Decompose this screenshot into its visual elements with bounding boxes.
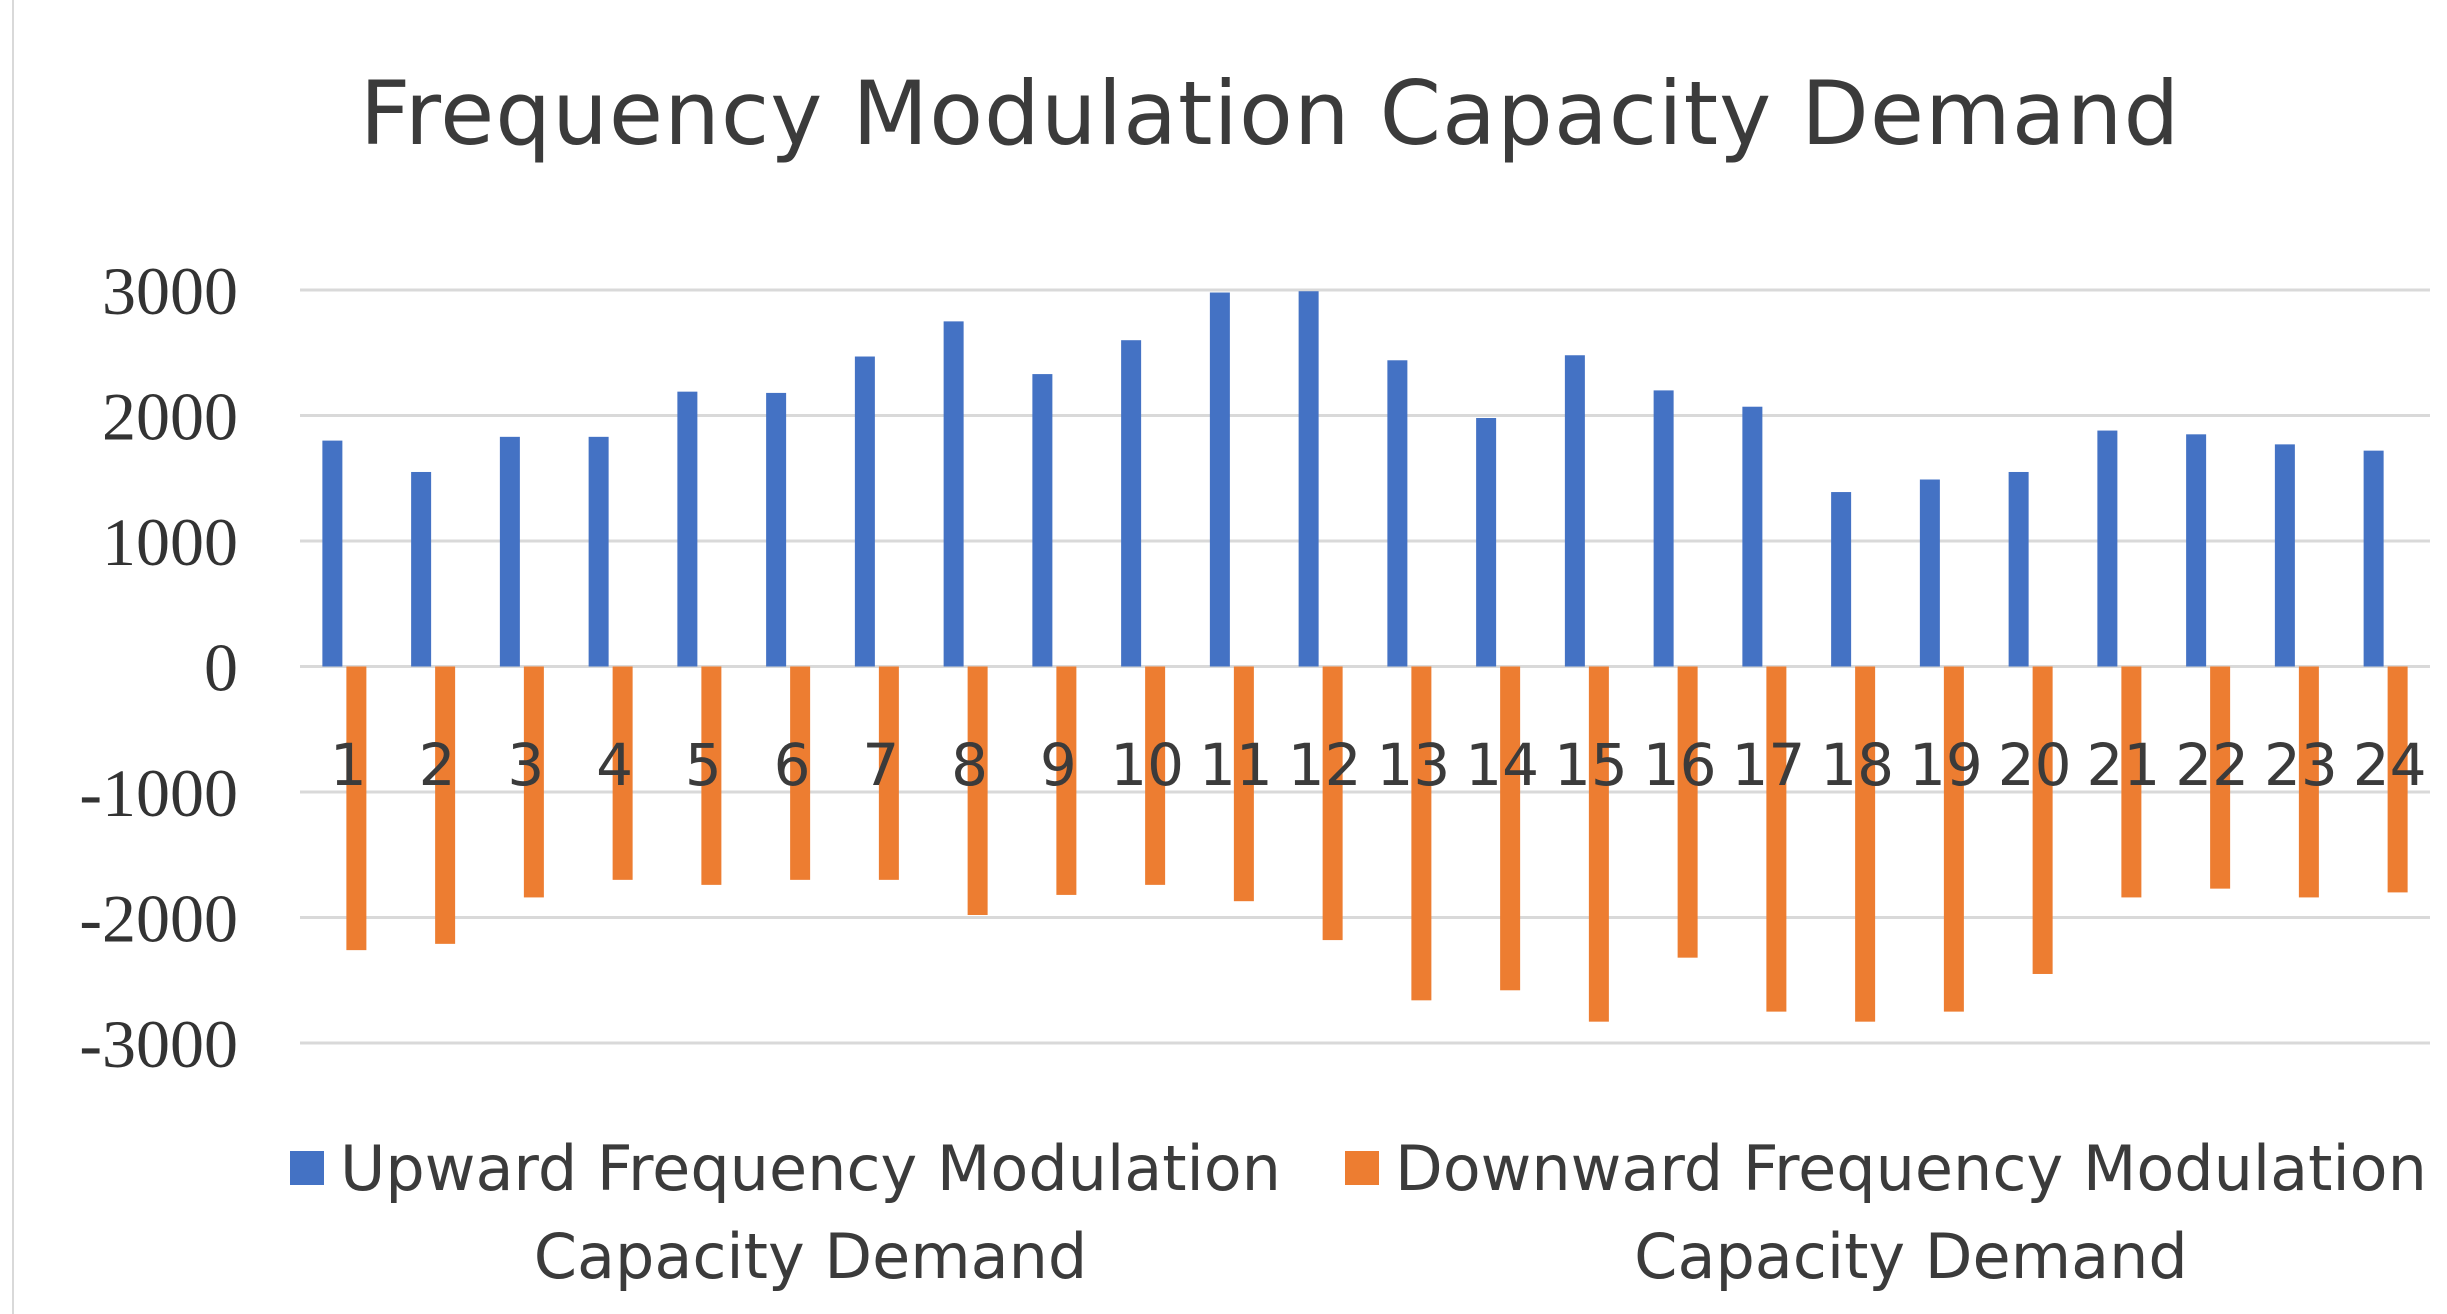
x-tick-label: 2 [419, 731, 456, 799]
bar-upward [1476, 418, 1497, 667]
bar-downward [1056, 666, 1077, 895]
y-tick-label: 0 [204, 630, 238, 706]
bar-upward [1209, 292, 1230, 667]
bar-upward [2008, 471, 2029, 667]
bar-downward [967, 666, 988, 915]
legend-label-upward: Upward Frequency Modulation Capacity Dem… [340, 1132, 1281, 1293]
bar-upward [1387, 360, 1408, 667]
x-tick-label: 21 [2086, 731, 2160, 799]
gridlines [300, 288, 2430, 1045]
y-axis-tick-labels: 3000 2000 1000 0 -1000 -2000 -3000 [79, 253, 238, 1082]
bar-downward [1233, 666, 1254, 902]
bar-downward [435, 666, 456, 944]
bar-downward [1766, 666, 1787, 1012]
x-tick-label: 15 [1554, 731, 1628, 799]
x-tick-label: 12 [1288, 731, 1362, 799]
x-tick-label: 10 [1110, 731, 1184, 799]
bar-downward [1500, 666, 1521, 991]
bar-upward [1653, 390, 1674, 667]
bar-downward [2387, 666, 2408, 893]
x-tick-label: 7 [862, 731, 899, 799]
bar-downward [878, 666, 899, 880]
bar-upward [322, 440, 343, 667]
bar-downward [1677, 666, 1698, 958]
bar-upward [1032, 374, 1053, 667]
bar-upward [677, 391, 698, 667]
x-tick-label: 3 [507, 731, 544, 799]
bar-downward [1588, 666, 1609, 1022]
bar-downward [1411, 666, 1432, 1001]
legend-swatch-downward [1345, 1151, 1379, 1185]
bar-downward [2032, 666, 2053, 974]
bar-upward [2274, 444, 2295, 667]
x-tick-label: 16 [1643, 731, 1717, 799]
x-tick-label: 4 [596, 731, 633, 799]
bar-downward [790, 666, 811, 880]
bar-upward [499, 436, 520, 667]
bar-downward [346, 666, 367, 951]
x-tick-label: 20 [1998, 731, 2072, 799]
x-tick-label: 23 [2264, 731, 2338, 799]
legend-entry-downward: Downward Frequency Modulation Capacity D… [1345, 1125, 2427, 1301]
bar-downward [1855, 666, 1876, 1022]
bar-upward [766, 392, 787, 667]
y-tick-label: 2000 [102, 379, 238, 455]
bar-downward [2121, 666, 2142, 898]
legend-entry-upward: Upward Frequency Modulation Capacity Dem… [290, 1125, 1281, 1301]
bar-upward [1298, 291, 1319, 667]
x-tick-label: 11 [1199, 731, 1273, 799]
bar-upward [1831, 492, 1852, 667]
y-tick-label: -1000 [79, 755, 238, 831]
bar-downward [523, 666, 544, 898]
bar-upward [1742, 406, 1763, 667]
bar-upward [1564, 355, 1585, 667]
legend-label-downward: Downward Frequency Modulation Capacity D… [1395, 1132, 2427, 1293]
legend-swatch-upward [290, 1151, 324, 1185]
bar-upward [2186, 434, 2207, 667]
x-tick-label: 13 [1376, 731, 1450, 799]
x-tick-label: 8 [951, 731, 988, 799]
x-tick-label: 14 [1465, 731, 1539, 799]
y-tick-label: -2000 [79, 881, 238, 957]
x-tick-label: 6 [774, 731, 811, 799]
x-tick-label: 22 [2175, 731, 2249, 799]
bars [322, 291, 2408, 1022]
bar-upward [411, 471, 432, 667]
x-tick-label: 9 [1040, 731, 1077, 799]
bar-upward [854, 356, 875, 667]
bar-downward [2298, 666, 2319, 898]
chart-title: Frequency Modulation Capacity Demand [359, 62, 2181, 165]
x-tick-label: 24 [2353, 731, 2427, 799]
bar-upward [2097, 430, 2118, 667]
bar-upward [1919, 479, 1940, 667]
frame-border [12, 0, 14, 1314]
x-axis-tick-labels: 1 2 3 4 5 6 7 8 9 10 11 12 13 14 15 16 17 18 19 20 21 22 23 24 [330, 731, 2427, 799]
bar-downward [1943, 666, 1964, 1012]
x-tick-label: 19 [1909, 731, 1983, 799]
y-tick-label: 1000 [102, 504, 238, 580]
x-tick-label: 1 [330, 731, 367, 799]
bar-downward [1322, 666, 1343, 941]
y-tick-label: -3000 [79, 1006, 238, 1082]
bar-upward [2363, 450, 2384, 667]
bar-downward [1145, 666, 1166, 885]
bar-upward [588, 436, 609, 667]
bar-upward [1121, 340, 1142, 667]
x-tick-label: 5 [685, 731, 722, 799]
y-tick-label: 3000 [102, 253, 238, 329]
bar-upward [943, 321, 964, 667]
bar-downward [612, 666, 633, 880]
bar-downward [2210, 666, 2231, 889]
bar-downward [701, 666, 722, 885]
x-tick-label: 17 [1731, 731, 1805, 799]
x-tick-label: 18 [1820, 731, 1894, 799]
